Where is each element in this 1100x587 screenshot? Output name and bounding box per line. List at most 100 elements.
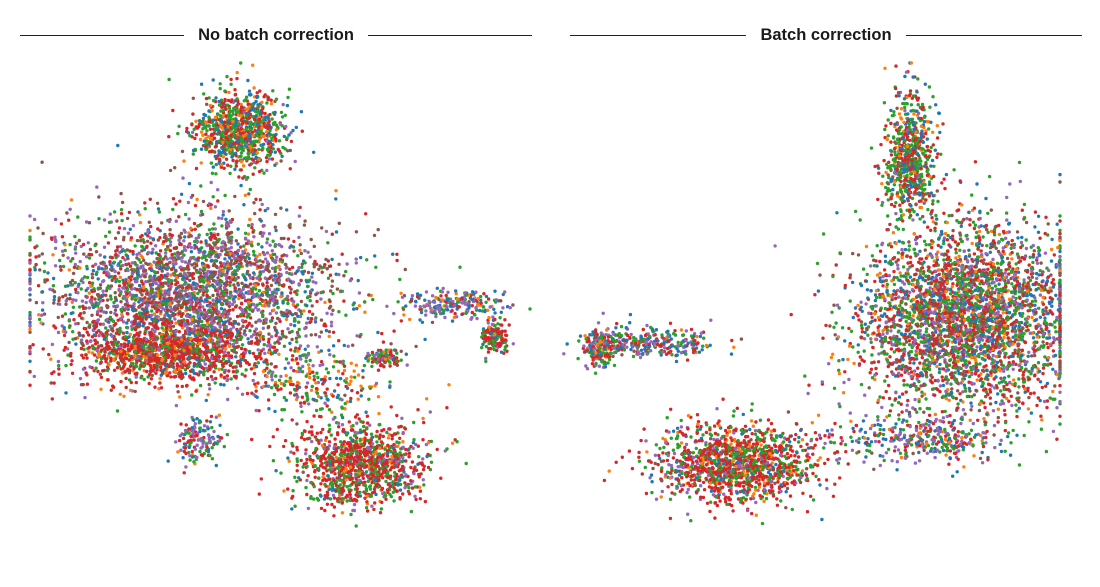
scatter-point: [69, 198, 74, 202]
scatter-point: [117, 364, 122, 368]
scatter-point: [308, 291, 313, 295]
scatter-point: [31, 343, 35, 347]
scatter-point: [338, 360, 342, 364]
scatter-point: [268, 153, 272, 157]
scatter-point: [206, 314, 211, 319]
scatter-point: [380, 476, 385, 480]
scatter-point: [205, 232, 209, 237]
scatter-point: [299, 401, 303, 405]
scatter-point: [181, 333, 186, 338]
scatter-point: [352, 307, 356, 311]
scatter-point: [235, 70, 239, 75]
scatter-point: [179, 370, 183, 374]
scatter-point: [195, 197, 199, 202]
scatter-point: [224, 152, 228, 156]
scatter-point: [127, 210, 132, 215]
scatter-point: [262, 124, 266, 128]
scatter-point: [61, 264, 66, 269]
scatter-point: [70, 278, 75, 283]
scatter-point: [191, 432, 195, 436]
scatter-point: [240, 392, 245, 396]
scatter-point: [60, 324, 64, 328]
scatter-point: [28, 287, 32, 292]
scatter-point: [70, 359, 74, 363]
scatter-point: [312, 484, 316, 489]
scatter-point: [205, 139, 210, 143]
scatter-point: [306, 353, 310, 357]
scatter-point: [258, 89, 262, 93]
scatter-point: [326, 398, 330, 402]
scatter-point: [227, 333, 231, 337]
scatter-point: [198, 308, 202, 312]
scatter-point: [97, 354, 101, 359]
scatter-point: [213, 259, 217, 263]
scatter-point: [306, 270, 311, 275]
scatter-point: [317, 267, 321, 271]
scatter-point: [206, 321, 210, 325]
scatter-point: [321, 362, 325, 367]
scatter-point: [295, 349, 300, 353]
scatter-point: [376, 227, 380, 232]
scatter-point: [199, 349, 203, 354]
scatter-point: [51, 284, 56, 288]
scatter-point: [192, 221, 197, 226]
scatter-point: [234, 376, 238, 380]
scatter-point: [355, 421, 359, 425]
scatter-point: [265, 260, 270, 264]
scatter-point: [283, 147, 287, 151]
scatter-point: [126, 279, 131, 283]
scatter-point: [176, 390, 180, 394]
scatter-point: [338, 376, 343, 381]
scatter-point: [314, 281, 318, 285]
scatter-point: [312, 374, 316, 378]
scatter-point: [237, 255, 242, 259]
scatter-point: [409, 482, 413, 486]
scatter-point: [384, 348, 388, 352]
scatter-point: [308, 454, 312, 459]
scatter-point: [318, 407, 323, 411]
scatter-point: [258, 330, 262, 334]
scatter-point: [328, 497, 333, 501]
scatter-point: [340, 406, 344, 410]
scatter-point: [421, 438, 425, 442]
scatter-point: [298, 354, 302, 358]
scatter-point: [71, 257, 75, 261]
scatter-point: [67, 325, 72, 329]
scatter-point: [84, 288, 88, 293]
scatter-point: [193, 227, 197, 231]
scatter-point: [202, 373, 206, 377]
scatter-point: [319, 396, 323, 400]
scatter-point: [226, 397, 230, 402]
scatter-point: [192, 425, 197, 429]
scatter-point: [372, 490, 377, 494]
scatter-point: [125, 344, 130, 348]
scatter-point: [268, 129, 272, 133]
scatter-point: [201, 428, 205, 432]
scatter-point: [218, 82, 222, 86]
scatter-point: [156, 287, 161, 291]
scatter-point: [242, 244, 246, 248]
scatter-point: [132, 268, 136, 273]
scatter-point: [195, 417, 199, 421]
scatter-point: [229, 82, 233, 86]
scatter-point: [384, 465, 389, 469]
scatter-point: [46, 271, 50, 275]
scatter-point: [28, 237, 32, 242]
scatter-point: [299, 309, 303, 313]
scatter-point: [319, 318, 324, 322]
scatter-point: [200, 445, 205, 449]
scatter-point: [342, 450, 346, 454]
scatter-point: [83, 395, 87, 400]
scatter-point: [282, 489, 286, 493]
scatter-point: [64, 391, 68, 395]
scatter-point: [362, 363, 367, 368]
scatter-point: [500, 323, 504, 327]
scatter-point: [301, 465, 305, 469]
scatter-point: [252, 117, 257, 122]
scatter-point: [401, 464, 405, 469]
scatter-point: [174, 202, 178, 206]
scatter-point: [247, 148, 251, 153]
scatter-point: [493, 311, 497, 315]
scatter-point: [110, 256, 115, 260]
scatter-point: [401, 445, 405, 449]
